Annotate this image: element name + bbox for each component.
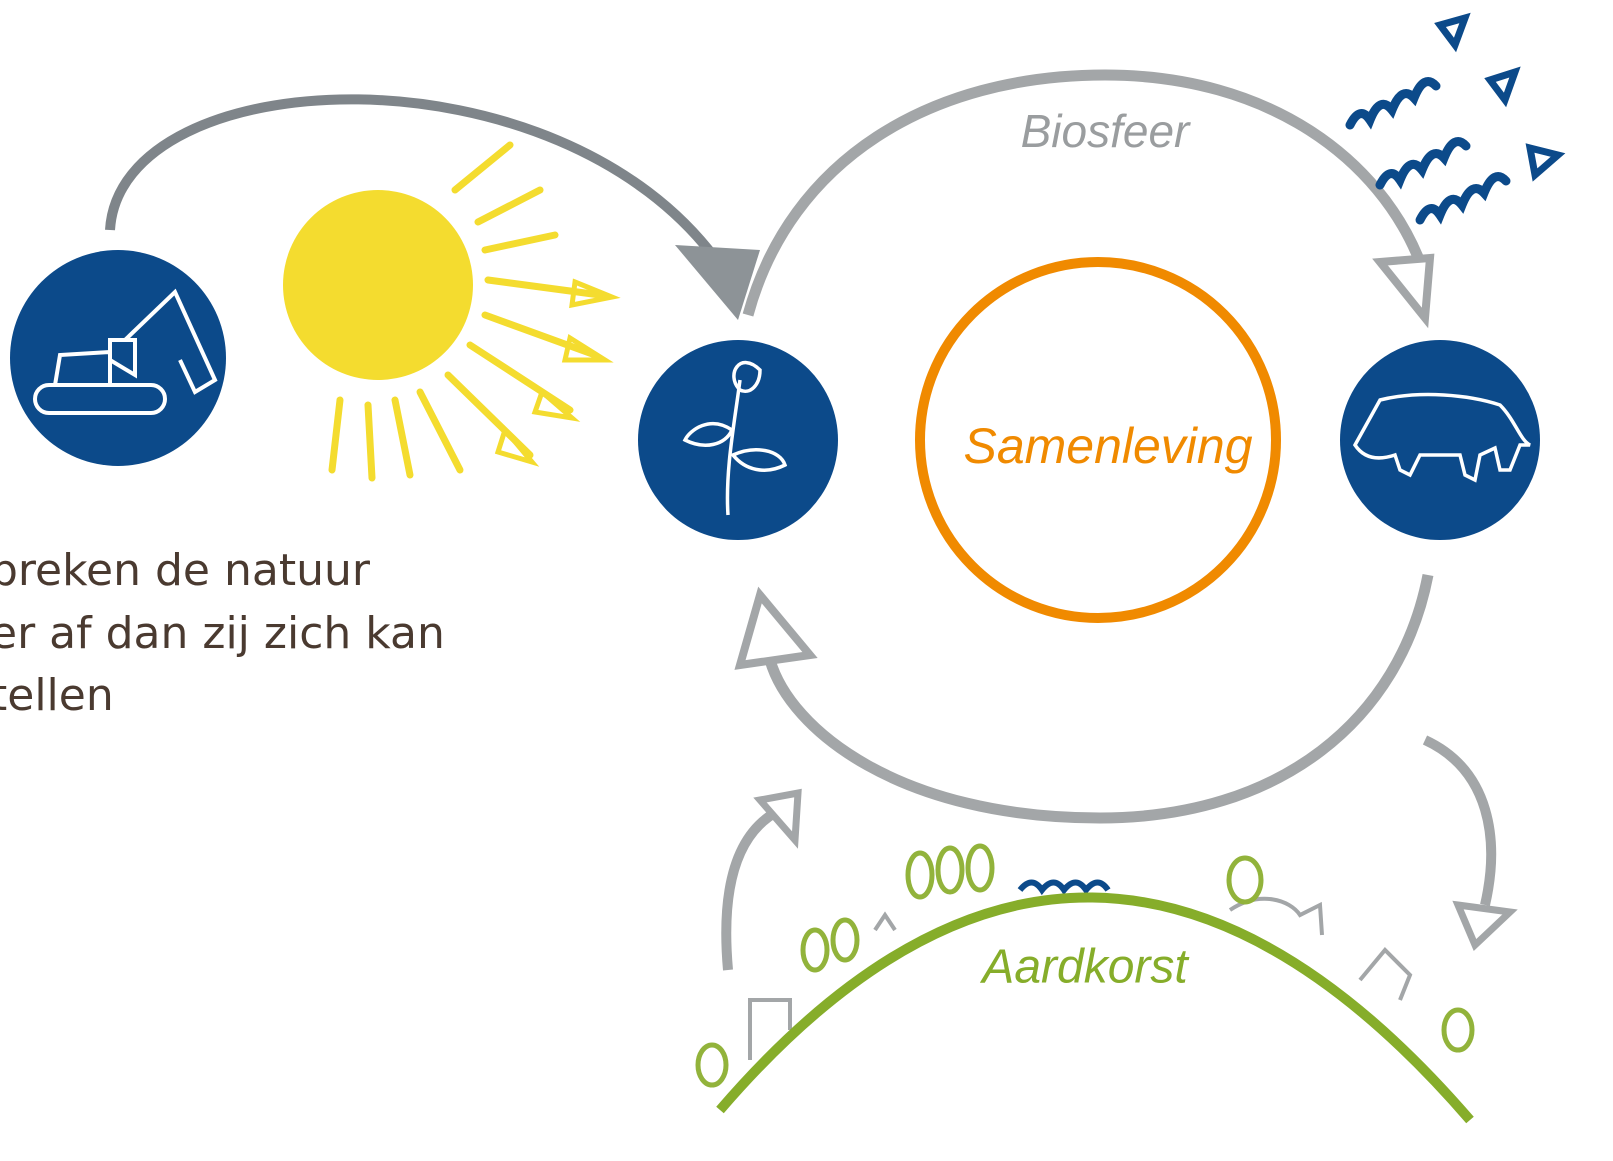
earth-crust	[716, 892, 1474, 1124]
cow-icon	[1340, 340, 1540, 540]
arrow	[1422, 735, 1497, 907]
crust-label: Aardkorst	[979, 941, 1189, 994]
water	[1017, 879, 1111, 896]
arrow	[105, 94, 725, 268]
society-label: Samenleving	[963, 418, 1252, 474]
plant-icon	[638, 340, 838, 540]
arrow	[721, 805, 783, 971]
caption-line: breken de natuur	[0, 545, 371, 596]
caption-line: tellen	[0, 670, 114, 721]
excavator-icon	[10, 250, 226, 466]
biosphere-label: Biosfeer	[1021, 105, 1191, 157]
arrowhead	[753, 788, 802, 849]
wave-arrowheads	[1434, 12, 1566, 182]
arrowhead	[1372, 253, 1435, 329]
arrowhead	[1452, 900, 1518, 951]
society-circle	[915, 257, 1281, 623]
waves	[1345, 77, 1511, 225]
trees	[695, 843, 1475, 1088]
caption-line: er af dan zij zich kan	[0, 608, 445, 659]
cow-drawing	[1352, 392, 1531, 483]
sun	[283, 190, 473, 380]
cycle-arc	[742, 69, 1426, 317]
plant-drawing	[682, 360, 788, 516]
arrowhead	[734, 586, 818, 670]
sun-arrowheads	[494, 278, 621, 467]
cycle-arc	[764, 573, 1434, 824]
arrowhead	[675, 245, 760, 320]
excavator-drawing	[33, 288, 218, 415]
